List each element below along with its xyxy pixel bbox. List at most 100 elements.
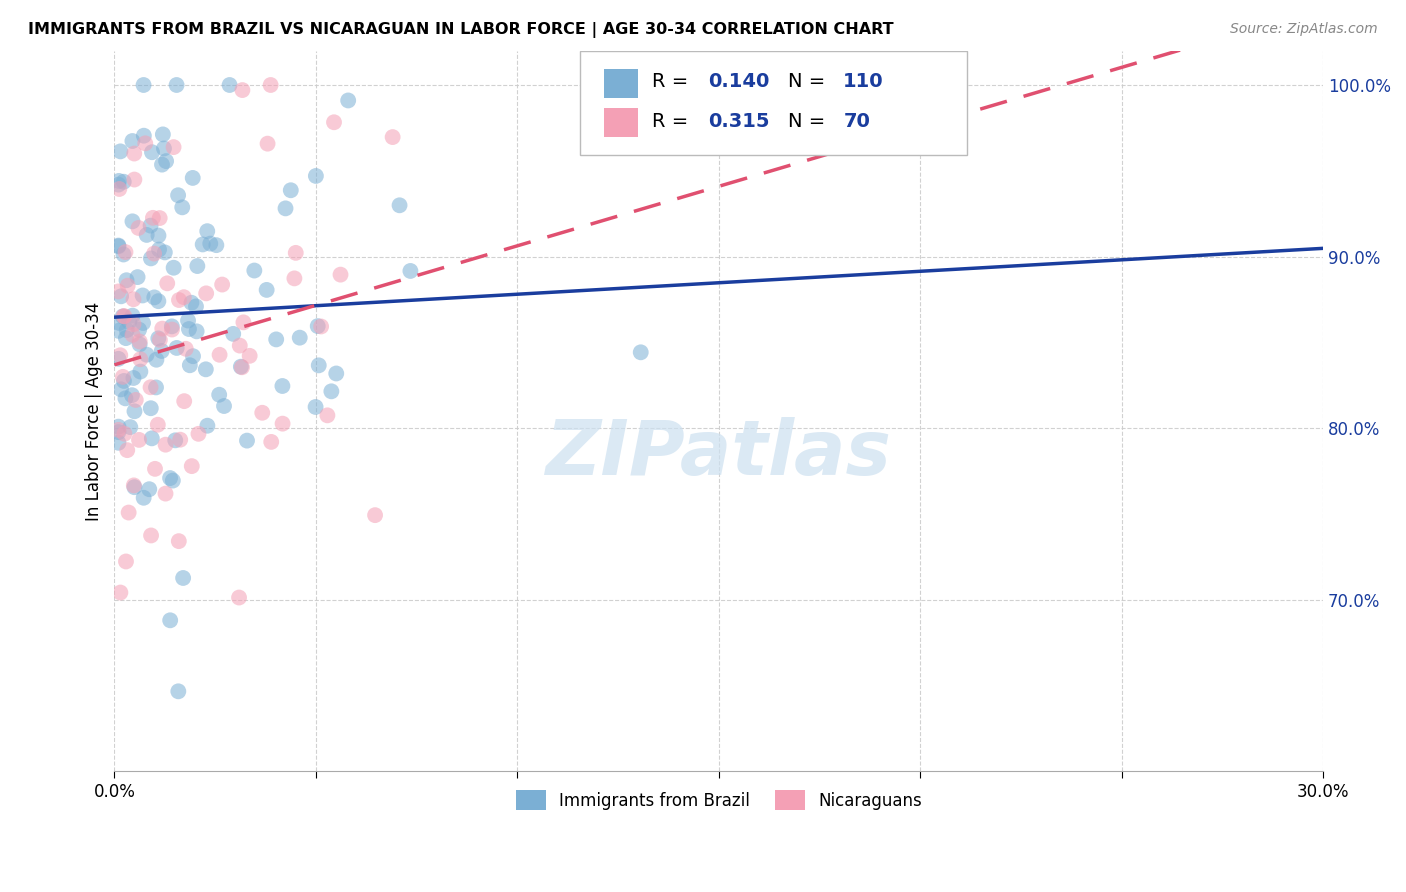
Point — [181, 170, 204, 185]
Point — [115, 443, 138, 458]
Point — [159, 471, 181, 485]
Point — [143, 462, 166, 476]
Point — [308, 359, 330, 373]
Point — [153, 245, 176, 260]
Point — [323, 115, 346, 129]
Point — [167, 684, 190, 698]
Point — [107, 419, 129, 434]
Point — [122, 317, 145, 331]
Point — [316, 409, 339, 423]
Point — [180, 459, 202, 474]
Point — [381, 130, 404, 145]
Point — [138, 482, 160, 496]
Point — [107, 423, 129, 437]
Point — [145, 352, 167, 367]
Point — [143, 246, 166, 260]
Point — [399, 264, 422, 278]
Point — [162, 140, 184, 154]
Point — [159, 613, 181, 627]
Point — [110, 145, 132, 159]
Point — [155, 154, 177, 169]
Point — [218, 78, 240, 92]
Point — [145, 380, 167, 394]
Point — [110, 289, 132, 303]
Point — [160, 322, 183, 336]
Point — [129, 365, 152, 379]
Point — [112, 309, 135, 323]
Point — [236, 434, 259, 448]
Point — [115, 554, 138, 568]
Text: 0.315: 0.315 — [707, 112, 769, 131]
Point — [111, 310, 134, 324]
Point — [148, 294, 170, 309]
Point — [274, 202, 297, 216]
Point — [167, 293, 190, 307]
Point — [132, 128, 155, 143]
Point — [121, 134, 143, 148]
Point — [304, 400, 326, 414]
Text: R =: R = — [652, 112, 695, 131]
Point — [125, 392, 148, 407]
Point — [148, 331, 170, 345]
Point — [150, 158, 173, 172]
Point — [260, 78, 283, 92]
Point — [139, 380, 162, 394]
Point — [148, 228, 170, 243]
Point — [256, 136, 278, 151]
Point — [195, 286, 218, 301]
Point — [121, 309, 143, 323]
Point — [173, 394, 195, 409]
Point — [155, 438, 177, 452]
Point — [128, 433, 150, 447]
Point — [321, 384, 343, 399]
Point — [284, 245, 307, 260]
Text: N =: N = — [787, 112, 831, 131]
Point — [122, 478, 145, 492]
Point — [264, 332, 287, 346]
Point — [148, 243, 170, 257]
Point — [121, 214, 143, 228]
Point — [135, 227, 157, 242]
Point — [152, 128, 174, 142]
Point — [271, 379, 294, 393]
Point — [222, 326, 245, 341]
FancyBboxPatch shape — [605, 69, 638, 97]
Point — [239, 349, 262, 363]
Point — [231, 83, 253, 97]
FancyBboxPatch shape — [579, 51, 966, 155]
Point — [252, 406, 274, 420]
Point — [388, 198, 411, 212]
Point — [231, 360, 253, 375]
Point — [139, 528, 162, 542]
Point — [166, 78, 188, 92]
Text: ZIPatlas: ZIPatlas — [546, 417, 891, 491]
Text: Source: ZipAtlas.com: Source: ZipAtlas.com — [1230, 22, 1378, 37]
Point — [129, 352, 152, 367]
Point — [160, 319, 183, 334]
Point — [172, 571, 194, 585]
Point — [132, 316, 155, 330]
Point — [108, 182, 131, 196]
Point — [135, 348, 157, 362]
Point — [110, 383, 132, 397]
Point — [128, 337, 150, 351]
Point — [165, 434, 187, 448]
Point — [120, 420, 142, 434]
Point — [167, 188, 190, 202]
Point — [115, 331, 138, 345]
Point — [139, 401, 162, 416]
Point — [194, 362, 217, 376]
Point — [260, 434, 283, 449]
Point — [108, 316, 131, 330]
Point — [243, 263, 266, 277]
Point — [146, 417, 169, 432]
Point — [112, 374, 135, 388]
Point — [211, 277, 233, 292]
Point — [127, 221, 149, 235]
Point — [208, 388, 231, 402]
Point — [107, 435, 129, 450]
Point — [128, 323, 150, 337]
Point — [153, 141, 176, 155]
Point — [150, 321, 173, 335]
Point — [121, 327, 143, 342]
